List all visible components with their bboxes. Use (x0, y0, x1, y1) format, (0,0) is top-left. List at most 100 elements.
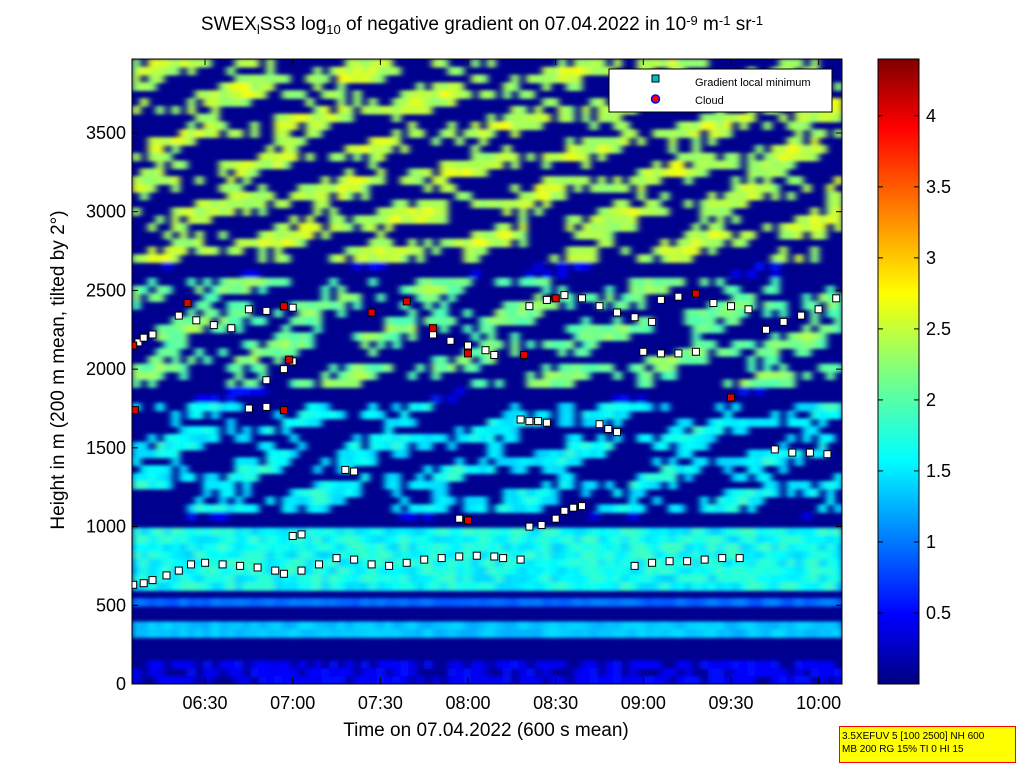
heatmap-cell (810, 129, 820, 138)
gradient-min-marker (218, 560, 227, 569)
heatmap-cell (352, 176, 362, 185)
heatmap-cell (203, 402, 212, 412)
x-tick-label: 07:30 (358, 693, 403, 713)
heatmap-cell (613, 176, 622, 185)
heatmap-cell (747, 629, 756, 638)
heatmap-cell (534, 457, 543, 466)
heatmap-cell (668, 473, 678, 482)
heatmap-cell (636, 566, 646, 576)
heatmap-cell (274, 137, 283, 146)
heatmap-cell (629, 527, 638, 537)
heatmap-cell (510, 418, 520, 427)
heatmap-cell (305, 504, 315, 513)
heatmap-cell (613, 621, 622, 631)
heatmap-cell (187, 668, 196, 677)
heatmap-cell (723, 559, 733, 568)
heatmap-cell (676, 543, 685, 552)
gradient-min-marker (201, 558, 210, 567)
heatmap-cell (581, 551, 591, 560)
heatmap-cell (668, 535, 678, 545)
heatmap-cell (676, 238, 685, 248)
heatmap-cell (234, 457, 244, 466)
heatmap-cell (155, 473, 165, 482)
heatmap-cell (431, 285, 441, 295)
heatmap-cell (266, 559, 275, 568)
heatmap-cell (297, 418, 307, 427)
heatmap-cell (431, 394, 441, 404)
heatmap-cell (218, 512, 228, 521)
heatmap-cell (763, 184, 772, 193)
heatmap-cell (613, 59, 622, 68)
heatmap-cell (163, 566, 173, 576)
heatmap-cell (707, 527, 717, 537)
heatmap-cell (573, 449, 583, 459)
heatmap-cell (163, 66, 173, 76)
heatmap-cell (818, 363, 827, 373)
heatmap-cell (321, 113, 330, 123)
heatmap-cell (352, 301, 362, 310)
heatmap-cell (786, 137, 796, 146)
heatmap-cell (550, 543, 559, 552)
heatmap-cell (266, 496, 275, 506)
heatmap-cell (163, 441, 173, 451)
heatmap-cell (242, 566, 252, 576)
heatmap-cell (274, 535, 283, 545)
heatmap-cell (550, 621, 559, 631)
heatmap-cell (376, 559, 386, 568)
heatmap-cell (337, 191, 346, 201)
heatmap-cell (234, 465, 244, 474)
heatmap-cell (195, 90, 204, 99)
heatmap-cell (345, 449, 354, 459)
heatmap-cell (510, 410, 520, 420)
gradient-min-marker (437, 554, 446, 563)
heatmap-cell (660, 191, 670, 201)
heatmap-cell (739, 660, 749, 670)
heatmap-cell (810, 535, 820, 545)
heatmap-cell (510, 74, 520, 84)
heatmap-cell (771, 574, 780, 584)
heatmap-cell (274, 598, 283, 607)
heatmap-cell (731, 309, 741, 318)
heatmap-cell (376, 332, 386, 341)
heatmap-cell (392, 504, 401, 513)
heatmap-cell (565, 535, 575, 545)
heatmap-cell (471, 574, 480, 584)
heatmap-cell (518, 527, 528, 537)
heatmap-cell (155, 598, 165, 607)
heatmap-cell (621, 215, 630, 224)
heatmap-cell (439, 285, 449, 295)
heatmap-cell (684, 230, 693, 240)
heatmap-cell (305, 402, 315, 412)
heatmap-cell (692, 598, 701, 607)
heatmap-cell (629, 621, 638, 631)
heatmap-cell (234, 301, 244, 310)
heatmap-cell (345, 551, 354, 560)
heatmap-cell (455, 527, 465, 537)
heatmap-cell (723, 457, 733, 466)
heatmap-cell (755, 191, 764, 201)
heatmap-cell (526, 277, 536, 287)
gradient-min-marker (797, 311, 806, 320)
heatmap-cell (613, 551, 622, 560)
heatmap-cell (439, 98, 449, 107)
heatmap-cell (297, 559, 307, 568)
heatmap-cell (281, 340, 291, 349)
heatmap-cell (660, 59, 670, 68)
heatmap-cell (692, 629, 701, 638)
heatmap-cell (676, 418, 685, 427)
heatmap-cell (313, 402, 323, 412)
heatmap-cell (329, 668, 338, 677)
heatmap-cell (408, 660, 417, 670)
heatmap-cell (834, 559, 842, 568)
heatmap-cell (376, 230, 386, 240)
heatmap-cell (171, 316, 181, 326)
heatmap-cell (392, 332, 401, 341)
heatmap-cell (352, 98, 362, 107)
heatmap-cell (147, 668, 157, 677)
heatmap-cell (416, 176, 425, 185)
heatmap-cell (534, 574, 543, 584)
heatmap-cell (337, 66, 346, 76)
heatmap-cell (345, 168, 354, 177)
heatmap-cell (802, 598, 812, 607)
heatmap-cell (700, 543, 709, 552)
